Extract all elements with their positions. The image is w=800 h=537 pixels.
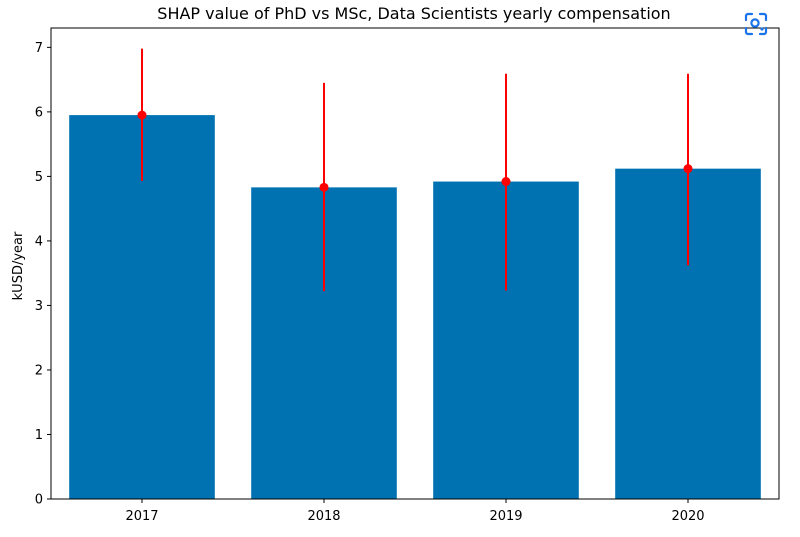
y-tick-label-6: 6 bbox=[35, 105, 43, 120]
visual-search-icon[interactable] bbox=[742, 10, 770, 38]
x-tick-label-2017: 2017 bbox=[125, 509, 158, 524]
x-tick-label-2019: 2019 bbox=[489, 509, 522, 524]
y-axis-title: kUSD/year bbox=[11, 231, 26, 300]
bars-group bbox=[69, 115, 761, 500]
y-tick-label-0: 0 bbox=[35, 493, 43, 508]
y-tick-label-1: 1 bbox=[35, 428, 43, 443]
y-ticks: 0 1 2 3 4 5 6 7 bbox=[35, 41, 51, 508]
x-tick-label-2020: 2020 bbox=[671, 509, 704, 524]
error-point-2017 bbox=[137, 110, 147, 120]
error-bars-group bbox=[137, 48, 693, 292]
error-point-2018 bbox=[319, 182, 329, 192]
y-tick-label-3: 3 bbox=[35, 299, 43, 314]
chart-title: SHAP value of PhD vs MSc, Data Scientist… bbox=[157, 4, 670, 23]
y-tick-label-5: 5 bbox=[35, 170, 43, 185]
x-tick-label-2018: 2018 bbox=[307, 509, 340, 524]
y-tick-label-7: 7 bbox=[35, 41, 43, 56]
y-tick-label-2: 2 bbox=[35, 363, 43, 378]
y-tick-label-4: 4 bbox=[35, 234, 43, 249]
error-point-2019 bbox=[501, 177, 511, 187]
plot-frame bbox=[50, 27, 780, 500]
error-point-2020 bbox=[683, 164, 693, 174]
x-ticks: 2017 2018 2019 2020 bbox=[125, 499, 705, 524]
